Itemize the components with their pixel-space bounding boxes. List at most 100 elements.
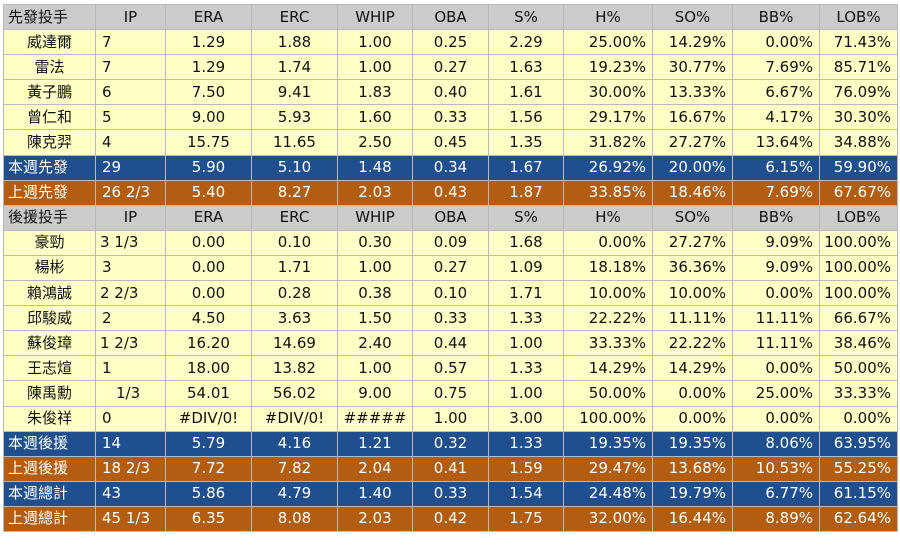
cell-whip: ##### — [337, 405, 413, 432]
cell-s-pct: 2.29 — [488, 29, 564, 56]
cell-era: 0.00 — [165, 229, 252, 256]
cell-ip: 26 2/3 — [95, 179, 166, 206]
cell-s-pct: 1.59 — [488, 455, 564, 482]
cell-bb-pct: 11.11% — [732, 305, 820, 332]
cell-name: 朱俊祥 — [3, 405, 96, 432]
cell-lob-pct: 62.64% — [819, 505, 898, 532]
cell-whip: 2.03 — [337, 505, 413, 532]
cell-whip: 1.00 — [337, 29, 413, 56]
cell-name: 雷法 — [3, 54, 96, 81]
cell-s-pct: 1.33 — [488, 355, 564, 382]
cell-ip: 45 1/3 — [95, 505, 166, 532]
cell-so-pct: 10.00% — [652, 280, 733, 307]
header-oba: OBA — [412, 3, 489, 31]
cell-lob-pct: 85.71% — [819, 54, 898, 81]
cell-whip: 2.50 — [337, 129, 413, 156]
cell-bb-pct: 0.00% — [732, 405, 820, 432]
cell-bb-pct: 7.69% — [732, 54, 820, 81]
cell-oba: 0.10 — [412, 280, 489, 307]
cell-name: 王志煊 — [3, 355, 96, 382]
cell-oba: 0.33 — [412, 104, 489, 131]
cell-name: 蘇俊璋 — [3, 330, 96, 357]
cell-h-pct: 18.18% — [563, 254, 653, 282]
header-h-pct: H% — [563, 204, 653, 231]
cell-bb-pct: 0.00% — [732, 355, 820, 382]
reliever-row: 王志煊 1 18.00 13.82 1.00 0.57 1.33 14.29% 14.29% 0.… — [3, 355, 898, 382]
cell-name: 曾仁和 — [3, 104, 96, 131]
cell-so-pct: 13.33% — [652, 79, 733, 106]
cell-lob-pct: 100.00% — [819, 280, 898, 307]
cell-ip: 4 — [95, 129, 166, 156]
cell-s-pct: 3.00 — [488, 405, 564, 432]
cell-s-pct: 1.35 — [488, 129, 564, 156]
cell-bb-pct: 6.67% — [732, 79, 820, 106]
cell-ip: 0 — [95, 405, 166, 432]
cell-lob-pct: 66.67% — [819, 305, 898, 332]
cell-whip: 1.40 — [337, 480, 413, 507]
cell-lob-pct: 59.90% — [819, 154, 898, 181]
header-so-pct: SO% — [652, 3, 733, 31]
cell-so-pct: 11.11% — [652, 305, 733, 332]
cell-era: 5.40 — [165, 179, 252, 206]
cell-lob-pct: 33.33% — [819, 380, 898, 407]
cell-h-pct: 19.23% — [563, 54, 653, 81]
cell-h-pct: 100.00% — [563, 405, 653, 432]
cell-bb-pct: 6.15% — [732, 154, 820, 181]
cell-ip: 2 2/3 — [95, 280, 166, 307]
cell-ip: 7 — [95, 54, 166, 81]
cell-h-pct: 22.22% — [563, 305, 653, 332]
cell-so-pct: 20.00% — [652, 154, 733, 181]
cell-era: 5.79 — [165, 430, 252, 457]
cell-whip: 9.00 — [337, 380, 413, 407]
cell-oba: 0.40 — [412, 79, 489, 106]
cell-oba: 0.42 — [412, 505, 489, 532]
cell-name: 威達爾 — [3, 29, 96, 56]
cell-whip: 1.00 — [337, 254, 413, 282]
header-name: 先發投手 — [3, 3, 96, 31]
reliever-row: 豪勁 3 1/3 0.00 0.10 0.30 0.09 1.68 0.00% 27.27% 9.… — [3, 229, 898, 256]
cell-era: 0.00 — [165, 254, 252, 282]
cell-era: 18.00 — [165, 355, 252, 382]
header-oba: OBA — [412, 204, 489, 231]
starter-row: 曾仁和 5 9.00 5.93 1.60 0.33 1.56 29.17% 16.67% 4.17… — [3, 104, 898, 131]
cell-s-pct: 1.33 — [488, 430, 564, 457]
header-h-pct: H% — [563, 3, 653, 31]
cell-ip: 1 — [95, 355, 166, 382]
cell-h-pct: 32.00% — [563, 505, 653, 532]
relievers-header-row: 後援投手 IP ERA ERC WHIP OBA S% H% SO% BB% LOB% — [3, 204, 898, 231]
cell-so-pct: 19.35% — [652, 430, 733, 457]
cell-lob-pct: 100.00% — [819, 254, 898, 282]
relievers-this-week-row: 本週後援 14 5.79 4.16 1.21 0.32 1.33 19.35% 19.35% 8.… — [3, 430, 898, 457]
cell-era: 0.00 — [165, 280, 252, 307]
header-ip: IP — [95, 3, 166, 31]
header-lob-pct: LOB% — [819, 3, 898, 31]
cell-ip: 2 — [95, 305, 166, 332]
cell-s-pct: 1.75 — [488, 505, 564, 532]
header-s-pct: S% — [488, 3, 564, 31]
header-bb-pct: BB% — [732, 3, 820, 31]
cell-oba: 0.34 — [412, 154, 489, 181]
cell-h-pct: 14.29% — [563, 355, 653, 382]
header-erc: ERC — [251, 3, 338, 31]
relievers-last-week-row: 上週後援 18 2/3 7.72 7.82 2.04 0.41 1.59 29.47% 13.6… — [3, 455, 898, 482]
cell-name: 上週後援 — [3, 455, 96, 482]
cell-whip: 2.40 — [337, 330, 413, 357]
cell-h-pct: 24.48% — [563, 480, 653, 507]
cell-ip: 29 — [95, 154, 166, 181]
cell-lob-pct: 71.43% — [819, 29, 898, 56]
cell-h-pct: 33.33% — [563, 330, 653, 357]
cell-erc: 3.63 — [251, 305, 338, 332]
cell-bb-pct: 9.09% — [732, 254, 820, 282]
cell-erc: 4.79 — [251, 480, 338, 507]
cell-oba: 0.44 — [412, 330, 489, 357]
cell-name: 上週先發 — [3, 179, 96, 206]
cell-era: 1.29 — [165, 54, 252, 81]
cell-so-pct: 30.77% — [652, 54, 733, 81]
cell-erc: 13.82 — [251, 355, 338, 382]
header-era: ERA — [165, 3, 252, 31]
cell-s-pct: 1.68 — [488, 229, 564, 256]
cell-erc: 1.88 — [251, 29, 338, 56]
starter-row: 威達爾 7 1.29 1.88 1.00 0.25 2.29 25.00% 14.29% 0.00… — [3, 29, 898, 56]
cell-s-pct: 1.71 — [488, 280, 564, 307]
cell-erc: 56.02 — [251, 380, 338, 407]
